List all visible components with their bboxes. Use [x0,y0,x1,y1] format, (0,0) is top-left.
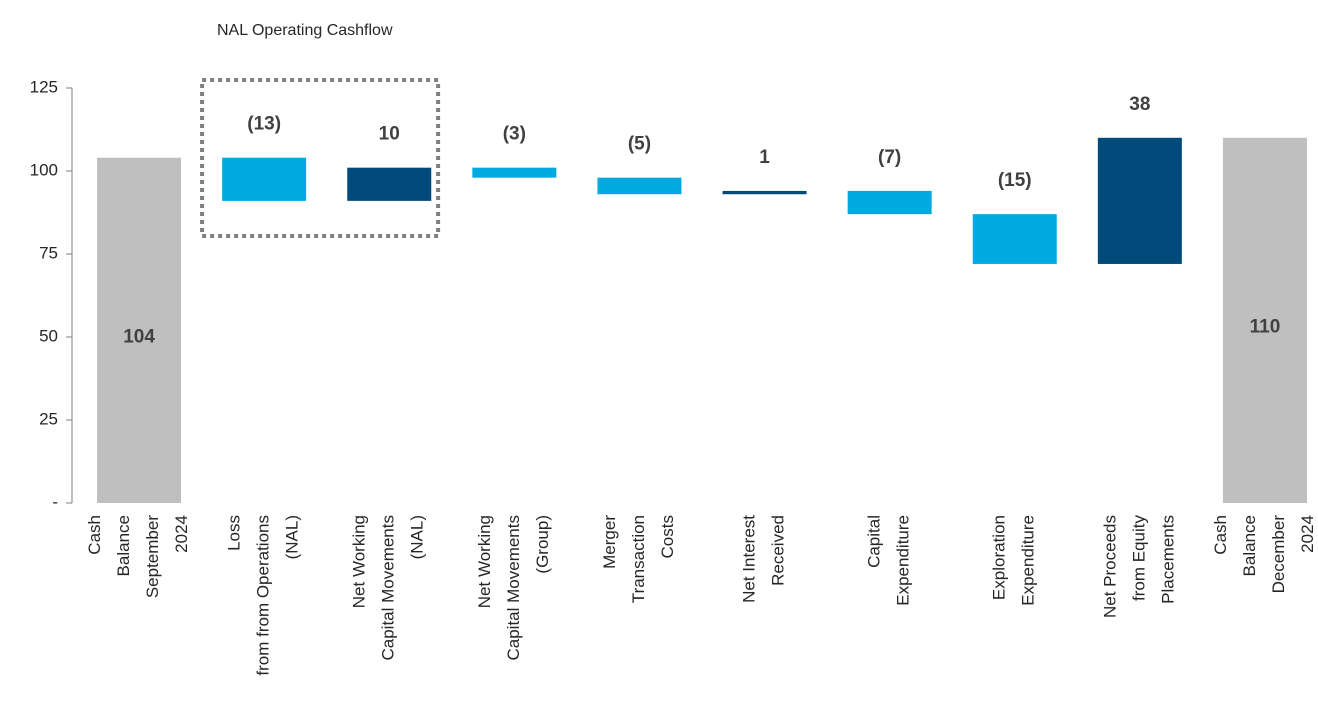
bar [97,157,182,503]
x-tick-label: Exploration [990,515,1009,600]
value-label: 10 [379,124,400,145]
x-tick-label: Balance [114,515,133,576]
y-tick-label: 25 [39,409,58,428]
x-tick-label: Loss [225,515,244,551]
value-label: 104 [123,326,155,347]
bar [1097,137,1182,264]
value-label: 110 [1250,316,1281,337]
x-tick-label: Capital [865,515,884,568]
x-tick-label: Net Interest [740,515,759,603]
x-tick-label: Merger [600,515,619,569]
x-tick-label: Net Proceeds [1100,515,1119,618]
bar [847,190,932,215]
value-label: 38 [1129,94,1150,115]
x-tick-label: Placements [1158,515,1177,604]
y-tick-label: 75 [39,243,58,262]
highlight-box [200,78,441,238]
y-tick-label: 100 [30,160,58,179]
bar [597,177,682,195]
x-tick-label: December [1269,515,1288,594]
value-label: 1 [759,147,770,168]
x-tick-label: Capital Movements [504,515,523,661]
chart-title: NAL Operating Cashflow [217,22,393,39]
x-tick-label: Balance [1240,515,1259,576]
value-label: (3) [503,124,526,145]
bar [972,214,1057,264]
bar [1222,137,1307,504]
x-tick-label: Net Working [350,515,369,608]
value-label: (15) [998,170,1032,191]
x-tick-label: Net Working [475,515,494,608]
x-tick-label: (Group) [533,515,552,574]
x-tick-label: from from Operations [254,515,273,676]
value-label: (13) [247,114,281,135]
bar [472,167,557,178]
x-tick-label: Expenditure [894,515,913,606]
bar [347,167,432,201]
x-tick-label: from Equity [1129,515,1148,601]
value-label: (7) [878,147,901,168]
x-tick-label: Capital Movements [379,515,398,661]
x-tick-label: Received [769,515,788,586]
y-tick-label: 125 [30,77,58,96]
x-tick-label: (NAL) [408,515,427,559]
y-tick-label: - [52,492,58,511]
x-tick-label: Cash [1211,515,1230,555]
x-tick-label: 2024 [172,515,191,553]
x-tick-label: Expenditure [1019,515,1038,606]
x-tick-label: Transaction [629,515,648,603]
x-tick-label: Cash [85,515,104,555]
x-tick-label: Costs [658,515,677,558]
value-label: (5) [628,134,651,155]
bar [222,157,307,201]
x-tick-label: September [143,515,162,598]
bar [722,190,807,195]
y-tick-label: 50 [39,326,58,345]
x-tick-label: 2024 [1298,515,1317,553]
x-tick-label: (NAL) [283,515,302,559]
